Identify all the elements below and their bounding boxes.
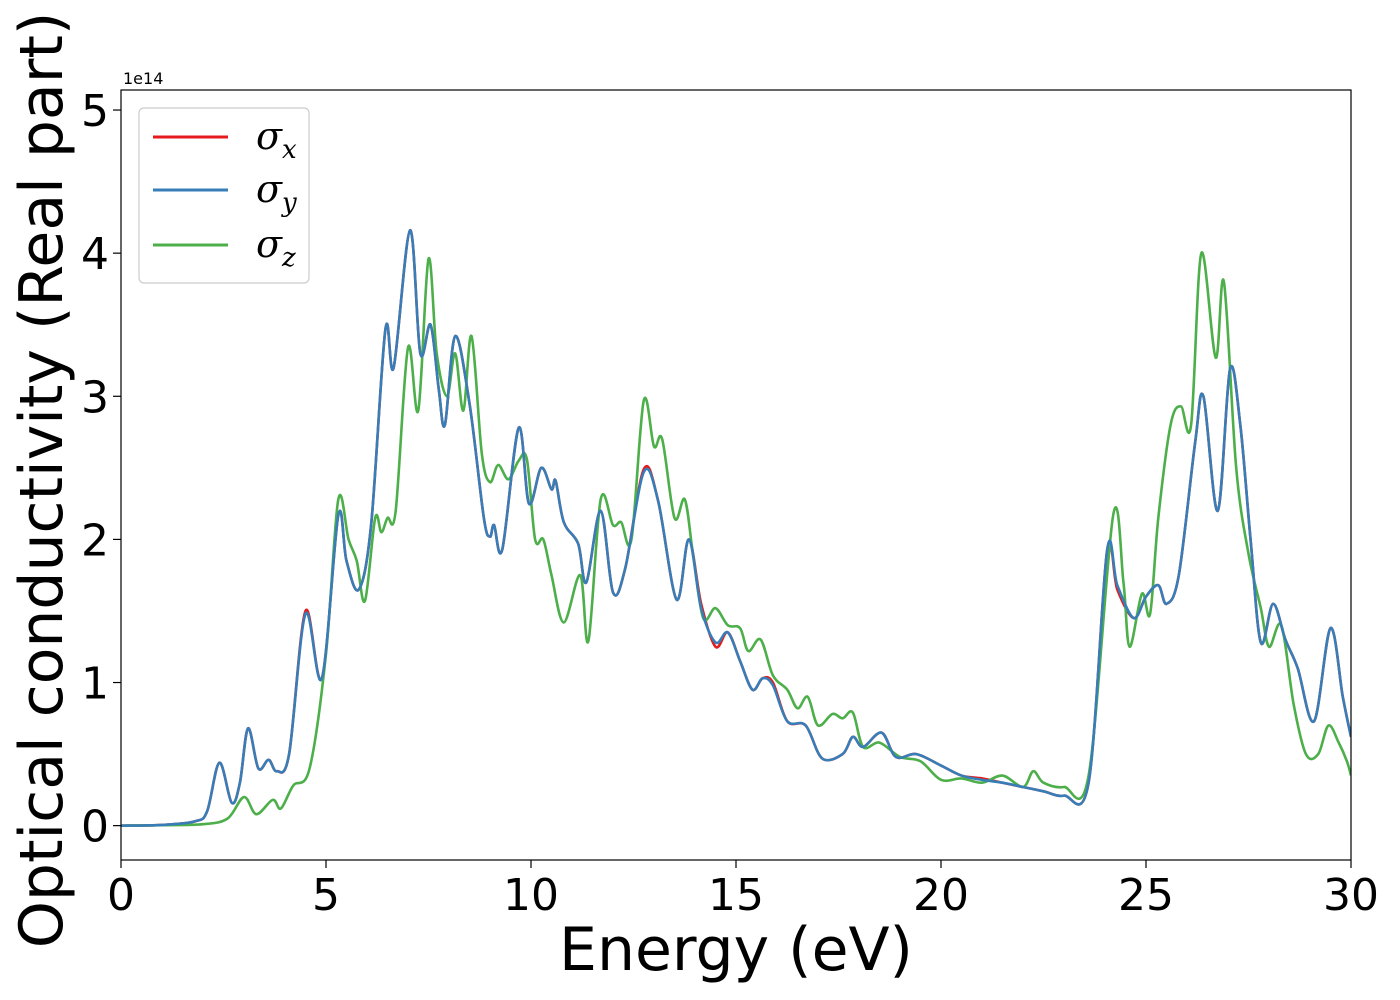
x-tick-label: 20 xyxy=(913,870,969,921)
series-layer xyxy=(121,228,1351,827)
x-axis: 0 5 10 15 20 25 30 xyxy=(107,860,1379,921)
legend-label-y: σy xyxy=(256,167,297,218)
x-tick-label: 10 xyxy=(503,870,559,921)
series-line-y xyxy=(121,228,1351,827)
y-axis: 0 1 2 3 4 5 xyxy=(81,86,121,853)
y-tick-label: 1 xyxy=(81,659,109,710)
y-tick-label: 5 xyxy=(81,86,109,137)
x-tick-label: 15 xyxy=(708,870,764,921)
y-tick-label: 4 xyxy=(81,229,109,280)
x-tick-label: 25 xyxy=(1118,870,1174,921)
x-tick-label: 30 xyxy=(1323,870,1379,921)
x-axis-label: Energy (eV) xyxy=(559,915,913,985)
series-line-x xyxy=(121,228,1351,827)
y-tick-label: 0 xyxy=(81,802,109,853)
y-tick-label: 3 xyxy=(81,372,109,423)
series-line-z xyxy=(121,251,1351,827)
y-offset-label: 1e14 xyxy=(123,69,163,88)
x-tick-label: 0 xyxy=(107,870,135,921)
legend-label-z: σz xyxy=(256,222,296,273)
x-tick-label: 5 xyxy=(312,870,340,921)
y-axis-label: Optical conductivity (Real part) xyxy=(7,12,77,949)
legend-box xyxy=(138,107,310,284)
legend-label-x: σx xyxy=(256,114,297,165)
y-tick-label: 2 xyxy=(81,515,109,566)
